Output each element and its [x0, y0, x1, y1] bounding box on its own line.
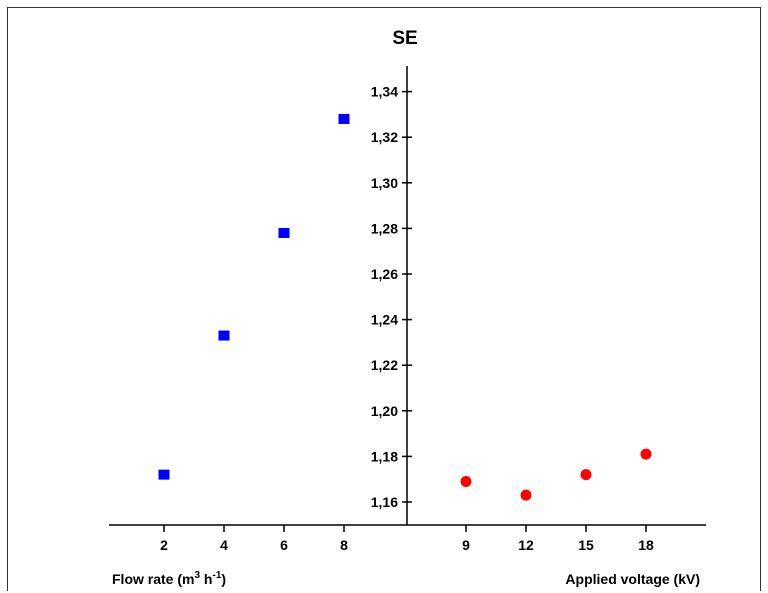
y-tick-label: 1,28	[371, 220, 398, 236]
flow-rate-end: )	[221, 571, 226, 587]
y-tick-label: 1,32	[371, 129, 398, 145]
data-point-square	[278, 227, 290, 238]
x-ticks: 2 4 6 8 9 12 15 18	[160, 525, 654, 553]
x-tick-label: 9	[462, 537, 470, 553]
data-point-square	[338, 113, 350, 124]
flow-rate-mid: h	[200, 571, 212, 587]
x-axis-title-flow-rate: Flow rate (m3 h-1)	[112, 570, 226, 587]
data-point-square	[158, 469, 170, 480]
flow-rate-sup2: -1	[212, 570, 221, 581]
y-tick-label: 1,30	[371, 175, 398, 191]
x-tick-label: 4	[220, 537, 228, 553]
x-tick-label: 18	[638, 537, 654, 553]
x-tick-label: 6	[280, 537, 288, 553]
x-axis-title-applied-voltage: Applied voltage (kV)	[565, 571, 700, 587]
data-point-circle	[640, 448, 652, 460]
flow-rate-sup1: 3	[194, 570, 200, 581]
y-ticks: 1,16 1,18 1,20 1,22 1,24 1,26 1,28 1,30 1,32 1,34	[371, 84, 412, 510]
y-tick-label: 1,18	[371, 448, 398, 464]
x-tick-label: 8	[340, 537, 348, 553]
y-tick-label: 1,20	[371, 403, 398, 419]
y-tick-label: 1,26	[371, 266, 398, 282]
data-point-circle	[520, 489, 532, 501]
y-tick-label: 1,16	[371, 494, 398, 510]
x-tick-label: 15	[578, 537, 594, 553]
data-points	[158, 113, 652, 501]
x-tick-label: 12	[518, 537, 534, 553]
y-tick-label: 1,24	[371, 312, 398, 328]
data-point-circle	[460, 475, 472, 487]
data-point-square	[218, 330, 230, 341]
y-tick-label: 1,22	[371, 357, 398, 373]
data-point-circle	[580, 469, 592, 481]
x-tick-label: 2	[160, 537, 168, 553]
chart-title: SE	[392, 28, 417, 49]
y-tick-label: 1,34	[371, 84, 398, 100]
chart-frame	[7, 7, 761, 591]
flow-rate-label: Flow rate (m	[112, 571, 194, 587]
axes	[109, 66, 706, 526]
